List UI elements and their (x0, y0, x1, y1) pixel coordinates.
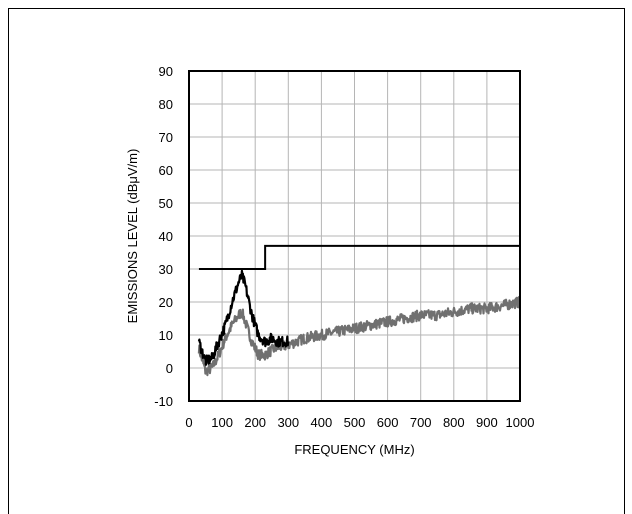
y-tick-label: 50 (159, 196, 173, 211)
x-tick-label: 400 (311, 415, 333, 430)
plot-border (188, 70, 521, 402)
y-tick-label: 70 (159, 130, 173, 145)
emissions-trace-black (197, 269, 290, 366)
x-tick-labels: 0 100 200 300 400 500 600 700 800 900 1000 (185, 415, 534, 430)
x-tick-label: 300 (277, 415, 299, 430)
y-tick-label: 20 (159, 295, 173, 310)
y-tick-labels: -10 0 10 20 30 40 50 60 70 80 90 (154, 64, 173, 409)
x-axis-label: FREQUENCY (MHz) (294, 442, 414, 457)
y-axis-label: EMISSIONS LEVEL (dBμV/m) (125, 149, 140, 324)
x-tick-label: 0 (185, 415, 192, 430)
x-tick-label: 900 (476, 415, 498, 430)
x-tick-label: 100 (211, 415, 233, 430)
x-tick-label: 500 (344, 415, 366, 430)
series-layer (197, 244, 522, 377)
emissions-trace-grey (197, 296, 522, 377)
grid (189, 71, 520, 401)
x-tick-label: 200 (244, 415, 266, 430)
x-tick-label: 1000 (506, 415, 535, 430)
y-tick-label: 60 (159, 163, 173, 178)
y-tick-label: 90 (159, 64, 173, 79)
y-tick-label: 10 (159, 328, 173, 343)
y-tick-label: 40 (159, 229, 173, 244)
y-tick-label: 30 (159, 262, 173, 277)
y-tick-label: 80 (159, 97, 173, 112)
y-tick-label: -10 (154, 394, 173, 409)
limit-line (198, 244, 520, 270)
x-tick-label: 800 (443, 415, 465, 430)
y-tick-label: 0 (166, 361, 173, 376)
figure-frame (8, 8, 625, 514)
x-tick-label: 600 (377, 415, 399, 430)
x-tick-label: 700 (410, 415, 432, 430)
